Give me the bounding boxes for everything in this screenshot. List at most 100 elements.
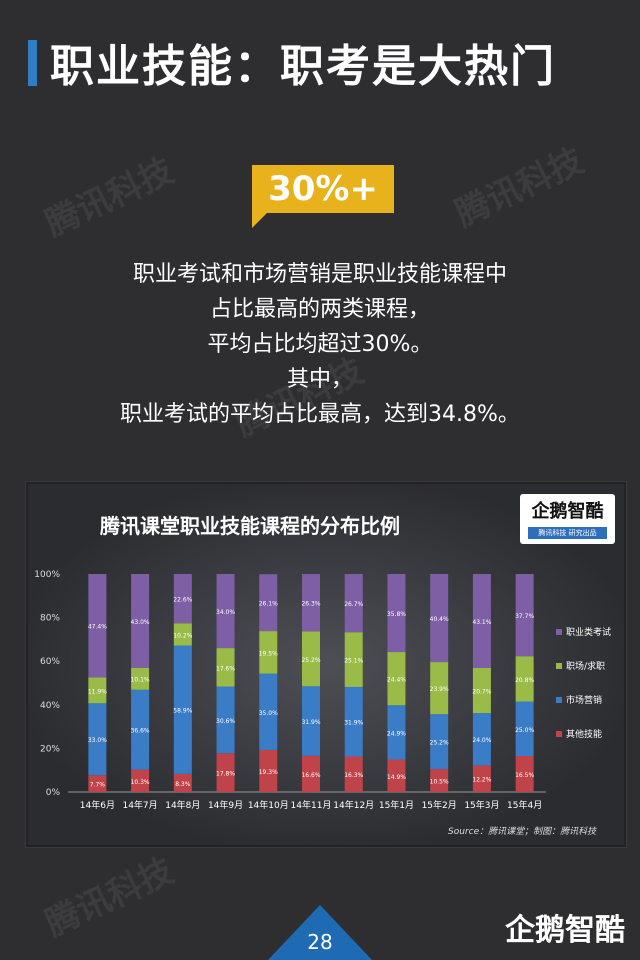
bar-segment <box>387 705 406 760</box>
watermark: 腾讯科技 <box>39 850 180 945</box>
watermark: 腾讯科技 <box>449 140 590 235</box>
data-label: 17.6% <box>216 665 235 672</box>
data-label: 33.0% <box>88 737 107 744</box>
x-tick-label: 14年10月 <box>248 799 289 811</box>
bar-segment <box>88 677 107 704</box>
page-number: 28 <box>307 930 333 954</box>
data-label: 47.4% <box>88 624 107 631</box>
y-tick-label: 20% <box>40 744 60 754</box>
chart-title: 腾讯课堂职业技能课程的分布比例 <box>100 514 400 538</box>
bar-segment <box>88 703 107 776</box>
bar-segment <box>216 753 235 792</box>
y-tick-label: 40% <box>40 701 60 711</box>
data-label: 35.0% <box>259 710 278 717</box>
bar-segment <box>259 749 278 792</box>
bar-segment <box>344 686 363 757</box>
bar-segment <box>515 756 534 792</box>
data-label: 25.2% <box>301 657 320 664</box>
x-tick-label: 15年1月 <box>379 799 414 811</box>
bar-segment <box>302 574 320 632</box>
data-label: 25.2% <box>430 740 449 747</box>
data-label: 43.0% <box>131 619 150 626</box>
legend-swatch <box>556 629 562 635</box>
description-line: 职业考试和市场营销是职业技能课程中 <box>132 262 507 287</box>
x-tick-label: 14年7月 <box>122 799 157 811</box>
bar-segment <box>173 645 192 774</box>
logo-subtitle: 腾讯科技 研究出品 <box>528 527 607 539</box>
footer-brand: 企鹅智酷 <box>505 913 625 948</box>
bar-segment <box>259 631 278 674</box>
bar-segment <box>259 574 278 632</box>
bar-segment <box>472 667 491 714</box>
data-label: 40.4% <box>430 616 449 623</box>
data-label: 23.9% <box>430 686 449 693</box>
bar-segment <box>344 632 363 687</box>
bar-segment <box>302 686 320 756</box>
data-label: 12.2% <box>472 777 491 784</box>
bar-segment <box>173 574 192 624</box>
data-label: 58.9% <box>173 708 192 715</box>
data-label: 16.5% <box>515 772 534 779</box>
data-label: 43.1% <box>472 619 491 626</box>
x-tick-label: 15年3月 <box>464 799 499 811</box>
badge-notch <box>252 210 270 228</box>
data-label: 10.2% <box>173 632 192 639</box>
data-label: 17.8% <box>216 771 235 778</box>
description-line: 职业考试的平均占比最高，达到34.8%。 <box>120 402 520 427</box>
bar-segment <box>216 686 235 754</box>
bar-segment <box>472 713 491 766</box>
legend-label: 职场/求职 <box>566 660 605 672</box>
x-tick-label: 15年4月 <box>507 799 542 811</box>
bar-segment <box>515 701 534 757</box>
data-label: 19.3% <box>259 769 278 776</box>
legend-swatch <box>556 663 562 669</box>
legend-label: 其他技能 <box>566 728 602 740</box>
data-label: 31.9% <box>301 719 320 726</box>
bar-segment <box>131 689 150 770</box>
y-tick-label: 100% <box>34 570 60 580</box>
data-label: 30.6% <box>216 718 235 725</box>
data-label: 31.9% <box>344 720 363 727</box>
description-line: 其中， <box>286 367 353 392</box>
data-label: 24.9% <box>387 730 406 737</box>
description-line: 占比最高的两类课程， <box>209 297 430 322</box>
bar-segment <box>88 775 107 792</box>
x-tick-label: 14年9月 <box>208 799 243 811</box>
bar-segment <box>472 765 491 792</box>
data-label: 19.5% <box>259 650 278 657</box>
stacked-bar-chart: 0% 20% 40% 60% 80% 100% 7.7% 33.0% 11.9% 47.4% 14年… <box>34 570 611 811</box>
page-title: 职业技能：职考是大热门 <box>50 41 556 92</box>
x-tick-label: 14年8月 <box>165 799 200 811</box>
data-label: 36.6% <box>131 728 150 735</box>
bar-segment <box>387 759 406 792</box>
data-label: 11.9% <box>88 688 107 695</box>
bar-segment <box>131 574 150 668</box>
badge-text: 30%+ <box>268 169 378 209</box>
chart-source: Source：腾讯课堂；制图：腾讯科技 <box>448 827 597 837</box>
bar-segment <box>259 673 278 750</box>
legend-label: 职业类考试 <box>566 626 611 638</box>
legend-label: 市场营销 <box>566 694 602 706</box>
y-tick-label: 0% <box>46 788 61 798</box>
bar-segment <box>173 623 192 646</box>
bar-segment <box>302 755 320 792</box>
bar-segment <box>344 574 363 633</box>
data-label: 22.6% <box>173 597 192 604</box>
data-label: 16.3% <box>344 772 363 779</box>
logo-text: 企鹅智酷 <box>531 501 604 522</box>
watermark: 腾讯科技 <box>39 150 180 245</box>
x-tick-label: 14年11月 <box>291 799 332 811</box>
data-label: 25.0% <box>515 727 534 734</box>
data-label: 24.4% <box>387 677 406 684</box>
bar-segment <box>430 769 449 792</box>
y-tick-label: 80% <box>40 614 60 624</box>
data-label: 10.1% <box>131 677 150 684</box>
bar-segment <box>131 667 150 690</box>
data-label: 20.7% <box>472 689 491 696</box>
title-accent-bar <box>28 40 37 86</box>
legend-swatch <box>556 697 562 703</box>
bar-segment <box>515 574 534 657</box>
bar-segment <box>515 656 534 702</box>
data-label: 37.7% <box>515 613 534 620</box>
x-tick-label: 15年2月 <box>422 799 457 811</box>
